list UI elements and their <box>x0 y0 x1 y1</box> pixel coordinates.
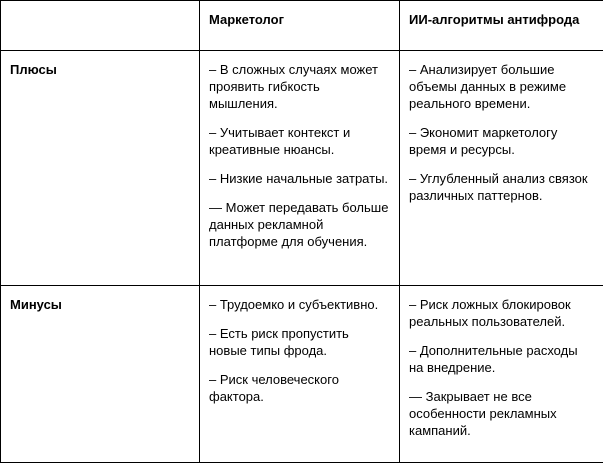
list-item: – Риск человеческого фактора. <box>209 372 339 404</box>
header-marketer: Маркетолог <box>199 0 400 51</box>
cons-marketer-cell: – Трудоемко и субъективно. – Есть риск п… <box>199 285 400 463</box>
cons-ai-cell: – Риск ложных блокировок реальных пользо… <box>399 285 603 463</box>
pros-marketer-cell: – В сложных случаях может проявить гибко… <box>199 50 400 286</box>
list-item: – Учитывает контекст и креативные нюансы… <box>209 125 351 157</box>
row-label: Плюсы <box>0 50 200 286</box>
list-item: – В сложных случаях может проявить гибко… <box>209 62 378 111</box>
list-item: – Есть риск пропустить новые типы фрода. <box>209 326 349 358</box>
list-item: – Дополнительные расходы на внедрение. <box>409 343 578 375</box>
header-row: Маркетолог ИИ-алгоритмы антифрода <box>0 0 603 51</box>
header-ai: ИИ-алгоритмы антифрода <box>399 0 603 51</box>
list-item: – Трудоемко и субъективно. <box>209 297 379 312</box>
table-row-cons: Минусы – Трудоемко и субъективно. – Есть… <box>0 285 603 463</box>
list-item: – Углубленный анализ связок различных па… <box>409 171 588 203</box>
table-row-pros: Плюсы – В сложных случаях может проявить… <box>0 50 603 286</box>
list-item: – Анализирует большие объемы данных в ре… <box>409 62 567 111</box>
list-item: — Может передавать больше данных рекламн… <box>209 200 389 249</box>
list-item: – Экономит маркетологу время и ресурсы. <box>409 125 558 157</box>
pros-ai-cell: – Анализирует большие объемы данных в ре… <box>399 50 603 286</box>
list-item: – Риск ложных блокировок реальных пользо… <box>409 297 571 329</box>
list-item: — Закрывает не все особенности рекламных… <box>409 389 557 438</box>
row-label: Минусы <box>0 285 200 463</box>
header-empty <box>0 0 200 51</box>
list-item: – Низкие начальные затраты. <box>209 171 389 186</box>
